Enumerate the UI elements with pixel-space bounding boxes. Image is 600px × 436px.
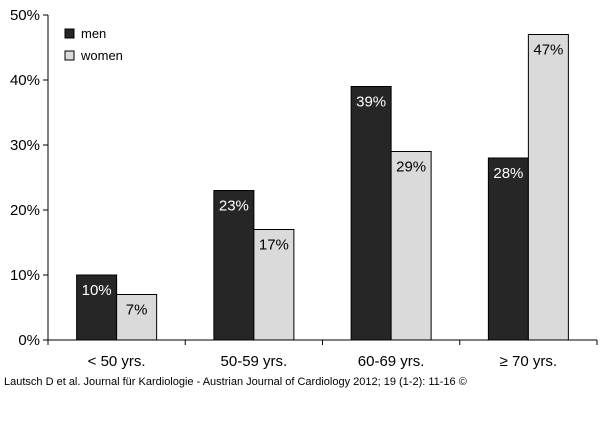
legend-label-men: men (81, 26, 106, 41)
bar-women (116, 294, 158, 341)
data-label-men: 28% (493, 165, 523, 182)
legend-label-women: women (80, 48, 123, 63)
bars: 10% 23% 39% 28% 7% 17% 29% 47% (76, 34, 569, 341)
y-tick-label: 20% (10, 202, 40, 219)
bar-men (213, 190, 255, 341)
data-label-women: 29% (396, 159, 426, 176)
bar-men (487, 157, 529, 341)
data-label-women: 47% (533, 42, 563, 59)
bar-men (76, 274, 118, 341)
legend-swatch-men (64, 28, 75, 39)
legend-swatch-women (64, 50, 75, 61)
y-tick-label: 10% (10, 267, 40, 284)
source-citation: Lautsch D et al. Journal für Kardiologie… (4, 376, 467, 388)
bar-women (527, 34, 569, 341)
bar-women (253, 229, 295, 341)
data-label-men: 23% (219, 198, 249, 215)
bar-women (390, 151, 432, 341)
x-tick-label: < 50 yrs. (88, 353, 146, 370)
x-tick-label: 50-59 yrs. (221, 353, 288, 370)
legend: men women (64, 26, 123, 63)
bar-men (350, 86, 392, 341)
data-label-women: 17% (259, 237, 289, 254)
y-tick-label: 50% (10, 7, 40, 24)
y-tick-label: 30% (10, 137, 40, 154)
data-label-men: 10% (82, 282, 112, 299)
y-tick-label: 40% (10, 72, 40, 89)
x-tick-label: ≥ 70 yrs. (500, 353, 557, 370)
data-label-women: 7% (126, 302, 148, 319)
x-tick-label: 60-69 yrs. (358, 353, 425, 370)
data-label-men: 39% (356, 94, 386, 111)
y-tick-label: 0% (18, 332, 40, 349)
axes: 0% 10% 20% 30% 40% 50% < 50 yrs. 50-59 yrs. 60-6… (10, 7, 598, 370)
bar-chart: 0% 10% 20% 30% 40% 50% < 50 yrs. 50-59 yrs. 60-6… (10, 7, 598, 370)
